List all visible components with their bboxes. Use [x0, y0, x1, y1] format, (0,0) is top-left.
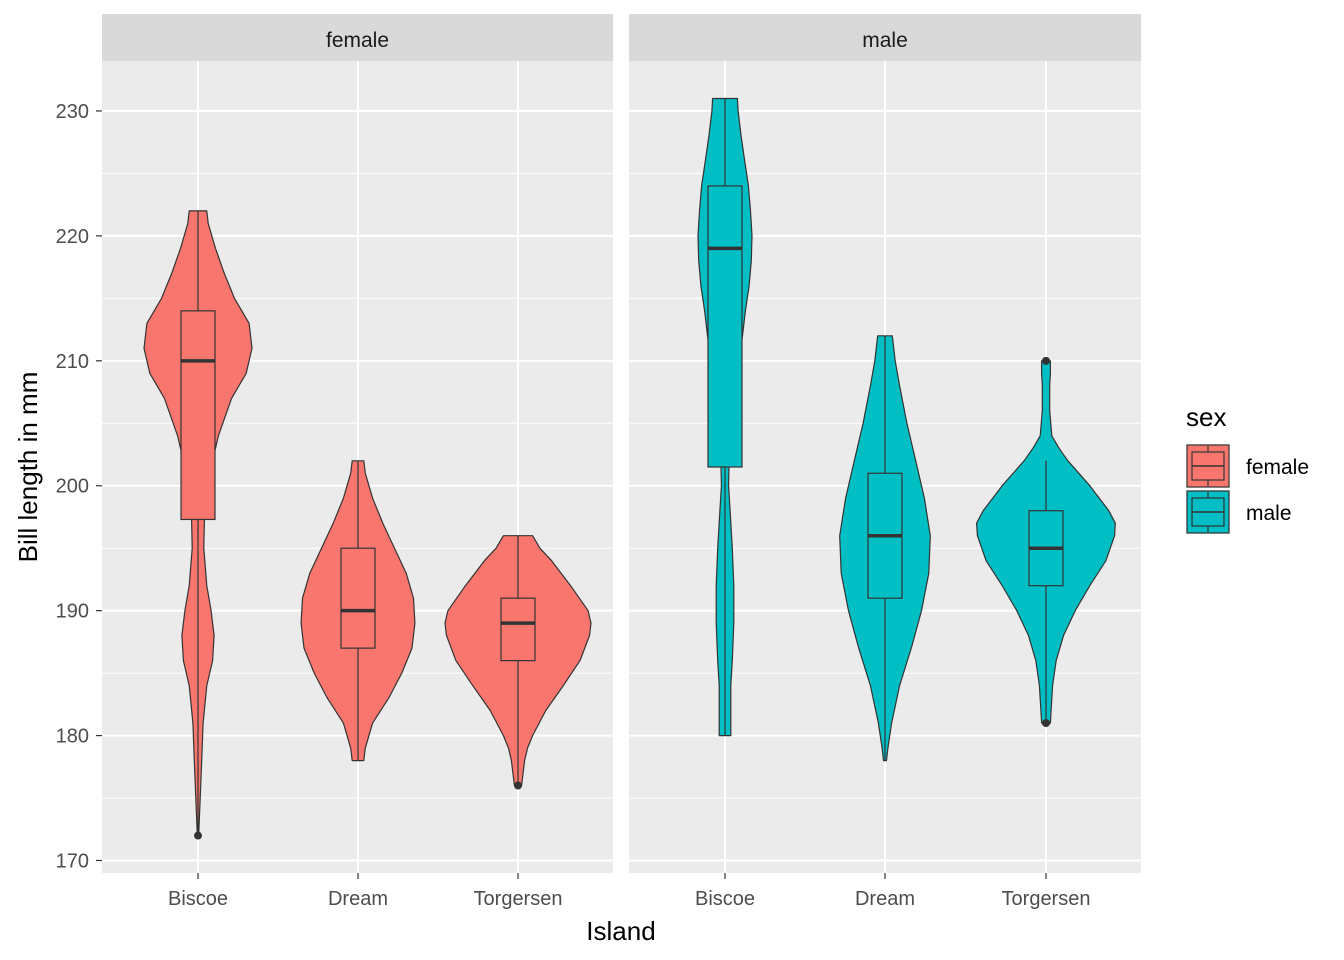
- iqr-box: [340, 547, 376, 649]
- y-tick-label: 190: [56, 601, 89, 623]
- x-tick-label: Biscoe: [168, 888, 228, 910]
- facet-strip: [629, 14, 1141, 61]
- legend-label: male: [1246, 502, 1292, 525]
- facet-label: male: [862, 29, 908, 52]
- facet-strip: [102, 14, 613, 61]
- y-tick-label: 220: [56, 226, 89, 248]
- iqr-box: [180, 310, 216, 521]
- x-tick-label: Torgersen: [1002, 888, 1091, 910]
- outlier-point: [514, 781, 522, 790]
- legend-label: female: [1246, 456, 1309, 479]
- x-tick-label: Torgersen: [474, 888, 563, 910]
- y-tick-label: 180: [56, 726, 89, 748]
- x-tick-label: Biscoe: [695, 888, 755, 910]
- x-axis-title: Island: [586, 916, 655, 946]
- facet-label: female: [326, 29, 389, 52]
- iqr-box: [500, 597, 536, 662]
- legend-title: sex: [1186, 402, 1226, 432]
- x-tick-label: Dream: [855, 888, 915, 910]
- outlier-point: [1042, 719, 1050, 728]
- outlier-point: [194, 831, 202, 840]
- y-tick-label: 230: [56, 101, 89, 123]
- x-tick-label: Dream: [328, 888, 388, 910]
- y-tick-label: 200: [56, 476, 89, 498]
- y-axis-title: Bill length in mm: [13, 372, 43, 563]
- iqr-box: [707, 185, 743, 468]
- y-tick-label: 170: [56, 851, 89, 873]
- y-tick-label: 210: [56, 351, 89, 373]
- outlier-point: [1042, 356, 1050, 365]
